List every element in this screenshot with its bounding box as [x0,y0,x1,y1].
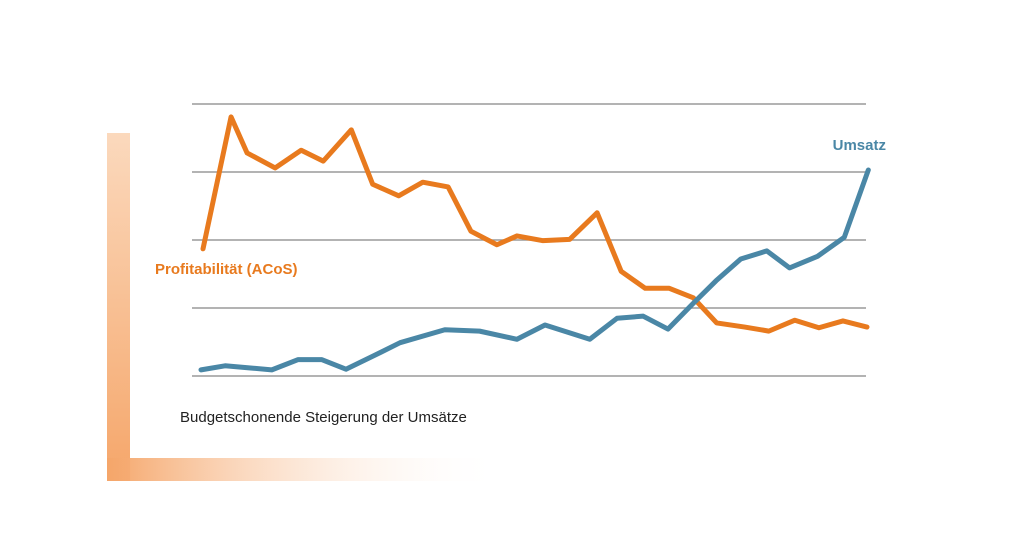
series-line [200,114,870,334]
series-label: Umsatz [833,137,886,154]
series-line [198,167,871,373]
decor-bar [107,458,502,481]
series-label: Profitabilität (ACoS) [155,261,298,278]
decor-bar [107,133,130,481]
subtitle: Budgetschonende Steigerung der Umsätze [180,409,467,426]
